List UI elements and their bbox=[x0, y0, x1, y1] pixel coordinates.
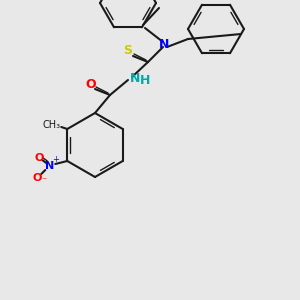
Text: N: N bbox=[159, 38, 169, 50]
Text: H: H bbox=[140, 74, 150, 86]
Text: O: O bbox=[33, 173, 42, 183]
Text: O: O bbox=[34, 153, 44, 163]
Text: S: S bbox=[124, 44, 133, 58]
Text: +: + bbox=[52, 155, 59, 164]
Text: CH₃: CH₃ bbox=[42, 120, 60, 130]
Text: N: N bbox=[130, 71, 140, 85]
Text: ⁻: ⁻ bbox=[42, 176, 47, 186]
Text: O: O bbox=[86, 79, 96, 92]
Text: N: N bbox=[45, 161, 54, 171]
